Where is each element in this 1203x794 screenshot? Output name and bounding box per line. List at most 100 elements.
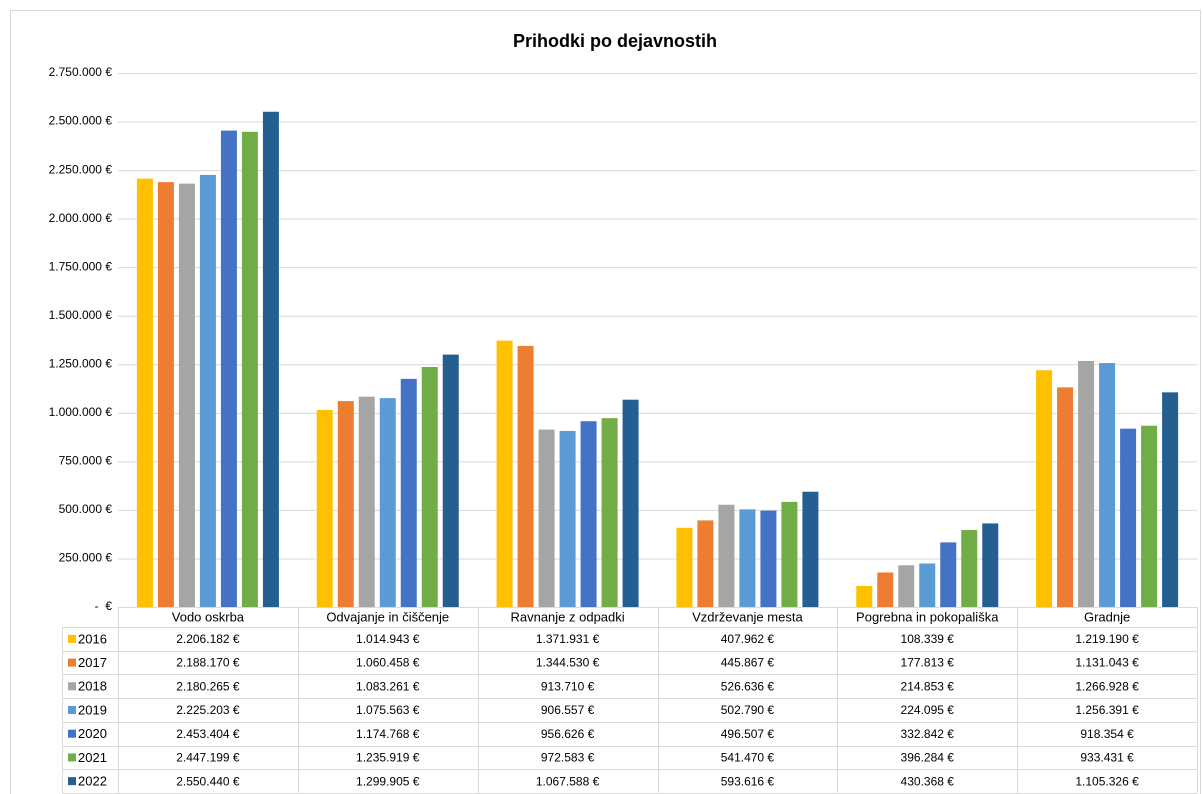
y-tick-label: 1.250.000 € bbox=[49, 356, 113, 370]
bar bbox=[697, 520, 714, 607]
bar bbox=[802, 491, 819, 607]
y-tick-label: 1.000.000 € bbox=[49, 405, 113, 419]
bar bbox=[622, 399, 639, 607]
bar bbox=[559, 430, 576, 607]
data-label: 1.235.919 € bbox=[356, 751, 420, 765]
bar bbox=[919, 563, 936, 607]
legend-key bbox=[68, 658, 76, 667]
bar bbox=[676, 527, 693, 607]
legend-label: 2018 bbox=[78, 679, 107, 694]
data-label: 2.206.182 € bbox=[176, 632, 240, 646]
y-tick-label: 500.000 € bbox=[59, 502, 113, 516]
y-tick-label: 750.000 € bbox=[59, 454, 113, 468]
bar bbox=[538, 429, 555, 607]
data-label: 918.354 € bbox=[1080, 727, 1134, 741]
x-tick-label: Vzdrževanje mesta bbox=[692, 609, 803, 624]
bar bbox=[601, 418, 618, 607]
chart-border bbox=[10, 10, 1201, 794]
bar bbox=[241, 131, 258, 607]
y-tick-label: - € bbox=[95, 599, 113, 613]
data-label: 526.636 € bbox=[721, 679, 775, 693]
bar bbox=[1099, 363, 1116, 607]
bar bbox=[718, 504, 735, 607]
legend-label: 2021 bbox=[78, 750, 107, 765]
bar bbox=[580, 421, 597, 607]
data-label: 972.583 € bbox=[541, 751, 595, 765]
data-label: 1.067.588 € bbox=[536, 774, 600, 788]
legend-key bbox=[68, 682, 76, 691]
legend-label: 2016 bbox=[78, 631, 107, 646]
legend-label: 2017 bbox=[78, 655, 107, 670]
legend-key bbox=[68, 753, 76, 762]
y-tick-label: 250.000 € bbox=[59, 551, 113, 565]
bar bbox=[220, 130, 237, 607]
x-tick-label: Odvajanje in čiščenje bbox=[326, 609, 449, 624]
x-tick-label: Vodo oskrba bbox=[172, 609, 245, 624]
data-label: 407.962 € bbox=[721, 632, 775, 646]
bar bbox=[421, 367, 438, 607]
data-label: 396.284 € bbox=[901, 751, 955, 765]
data-label: 177.813 € bbox=[901, 656, 955, 670]
x-tick-label: Ravnanje z odpadki bbox=[510, 609, 624, 624]
bar bbox=[856, 585, 873, 607]
data-label: 496.507 € bbox=[721, 727, 775, 741]
bar bbox=[262, 111, 279, 608]
data-label: 1.131.043 € bbox=[1075, 656, 1139, 670]
data-label: 214.853 € bbox=[901, 679, 955, 693]
bar bbox=[136, 178, 153, 608]
data-label: 332.842 € bbox=[901, 727, 955, 741]
bar bbox=[199, 174, 216, 607]
data-label: 1.299.905 € bbox=[356, 774, 420, 788]
data-label: 956.626 € bbox=[541, 727, 595, 741]
y-tick-label: 1.500.000 € bbox=[49, 308, 113, 322]
y-tick-label: 1.750.000 € bbox=[49, 259, 113, 273]
data-label: 1.219.190 € bbox=[1075, 632, 1139, 646]
bar bbox=[940, 542, 957, 607]
data-label: 933.431 € bbox=[1080, 751, 1134, 765]
bar bbox=[1162, 392, 1179, 607]
data-label: 1.344.530 € bbox=[536, 656, 600, 670]
y-tick-label: 2.000.000 € bbox=[49, 211, 113, 225]
bar bbox=[496, 340, 513, 607]
bar bbox=[517, 345, 534, 607]
data-label: 1.371.931 € bbox=[536, 632, 600, 646]
data-label: 2.225.203 € bbox=[176, 703, 240, 717]
bar bbox=[178, 183, 195, 607]
bar bbox=[781, 501, 798, 607]
bar bbox=[877, 572, 894, 607]
chart-title: Prihodki po dejavnostih bbox=[513, 31, 717, 51]
data-label: 108.339 € bbox=[901, 632, 955, 646]
bar bbox=[739, 509, 756, 607]
bar bbox=[1120, 428, 1137, 607]
legend-key bbox=[68, 777, 76, 786]
bar bbox=[358, 396, 375, 607]
legend-label: 2019 bbox=[78, 702, 107, 717]
data-label: 1.014.943 € bbox=[356, 632, 420, 646]
bar bbox=[898, 565, 915, 607]
data-label: 593.616 € bbox=[721, 774, 775, 788]
y-tick-label: 2.750.000 € bbox=[49, 65, 113, 79]
y-tick-label: 2.250.000 € bbox=[49, 162, 113, 176]
data-label: 224.095 € bbox=[901, 703, 955, 717]
legend-key bbox=[68, 706, 76, 714]
bar bbox=[1078, 360, 1095, 607]
x-tick-label: Gradnje bbox=[1084, 609, 1130, 624]
bar bbox=[157, 182, 174, 607]
bar bbox=[316, 409, 333, 607]
bar bbox=[337, 401, 354, 607]
data-label: 913.710 € bbox=[541, 679, 595, 693]
legend-label: 2022 bbox=[78, 774, 107, 789]
data-label: 1.060.458 € bbox=[356, 656, 420, 670]
bar bbox=[400, 378, 417, 607]
bar bbox=[982, 523, 999, 607]
data-label: 1.256.391 € bbox=[1075, 703, 1139, 717]
bar bbox=[1141, 425, 1158, 607]
bar bbox=[1057, 387, 1074, 607]
data-label: 1.105.326 € bbox=[1075, 774, 1139, 788]
data-label: 2.550.440 € bbox=[176, 774, 240, 788]
bar bbox=[961, 530, 978, 607]
data-label: 2.453.404 € bbox=[176, 727, 240, 741]
data-label: 430.368 € bbox=[901, 774, 955, 788]
data-label: 2.180.265 € bbox=[176, 679, 240, 693]
